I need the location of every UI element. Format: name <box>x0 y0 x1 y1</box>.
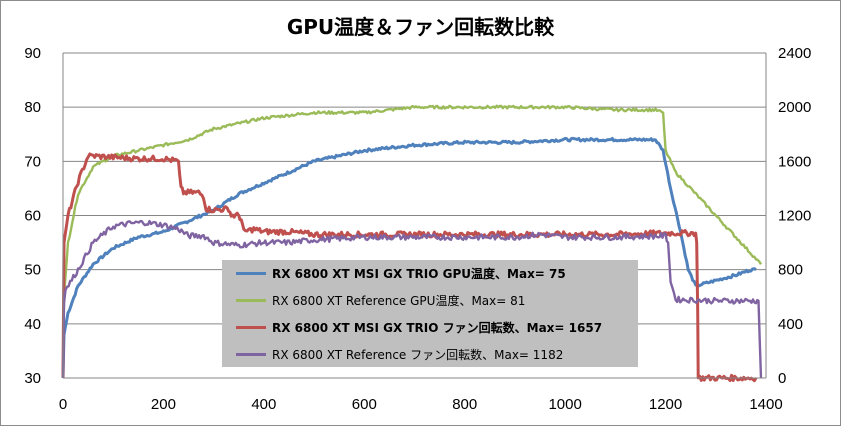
legend-label: RX 6800 XT Reference ファン回転数、Max= 1182 <box>272 347 564 362</box>
legend-item-ref-temp: RX 6800 XT Reference GPU温度、Max= 81 <box>236 290 525 310</box>
series-line-0 <box>61 136 757 379</box>
x-tick-label: 800 <box>452 396 477 413</box>
y-left-tick-label: 50 <box>24 262 41 279</box>
y-right-tick-label: 0 <box>778 370 786 387</box>
y-left-tick-labels: 30 40 50 60 70 80 90 <box>24 45 41 387</box>
legend-swatch <box>236 325 266 329</box>
y-right-tick-label: 400 <box>778 316 803 333</box>
legend-swatch <box>236 271 266 275</box>
x-tick-label: 400 <box>251 396 276 413</box>
y-right-tick-labels: 0 400 800 1200 1600 2000 2400 <box>778 45 811 387</box>
legend-swatch <box>236 352 266 356</box>
x-tick-label: 0 <box>59 396 67 413</box>
legend-item-msi-fan: RX 6800 XT MSI GX TRIO ファン回転数、Max= 1657 <box>236 317 602 337</box>
y-left-tick-label: 60 <box>24 208 41 225</box>
x-tick-label: 1000 <box>548 396 581 413</box>
x-tick-label: 200 <box>151 396 176 413</box>
legend-label: RX 6800 XT Reference GPU温度、Max= 81 <box>272 293 526 308</box>
y-right-tick-label: 2400 <box>778 45 811 62</box>
axes <box>62 53 767 379</box>
y-left-tick-label: 80 <box>24 99 41 116</box>
y-left-tick-label: 90 <box>24 45 41 62</box>
y-right-tick-label: 800 <box>778 262 803 279</box>
y-right-tick-label: 1600 <box>778 153 811 170</box>
x-tick-label: 1400 <box>749 396 782 413</box>
legend-label: RX 6800 XT MSI GX TRIO ファン回転数、Max= 1657 <box>272 320 603 335</box>
chart-title: GPU温度＆ファン回転数比較 <box>286 15 555 39</box>
series-line-3 <box>61 219 763 379</box>
x-tick-label: 1200 <box>649 396 682 413</box>
legend-item-ref-fan: RX 6800 XT Reference ファン回転数、Max= 1182 <box>236 344 563 364</box>
y-left-tick-label: 70 <box>24 153 41 170</box>
legend-swatch <box>236 298 266 302</box>
legend-label: RX 6800 XT MSI GX TRIO GPU温度、Max= 75 <box>272 266 566 281</box>
y-left-tick-label: 40 <box>24 316 41 333</box>
legend-item-msi-temp: RX 6800 XT MSI GX TRIO GPU温度、Max= 75 <box>236 263 566 283</box>
series-lines <box>61 104 763 383</box>
x-tick-label: 600 <box>352 396 377 413</box>
y-right-tick-label: 1200 <box>778 208 811 225</box>
series-line-1 <box>61 104 763 379</box>
y-right-tick-label: 2000 <box>778 99 811 116</box>
y-left-tick-label: 30 <box>24 370 41 387</box>
x-tick-labels: 0 200 400 600 800 1000 1200 1400 <box>59 396 783 413</box>
legend: RX 6800 XT MSI GX TRIO GPU温度、Max= 75 RX … <box>222 260 638 367</box>
